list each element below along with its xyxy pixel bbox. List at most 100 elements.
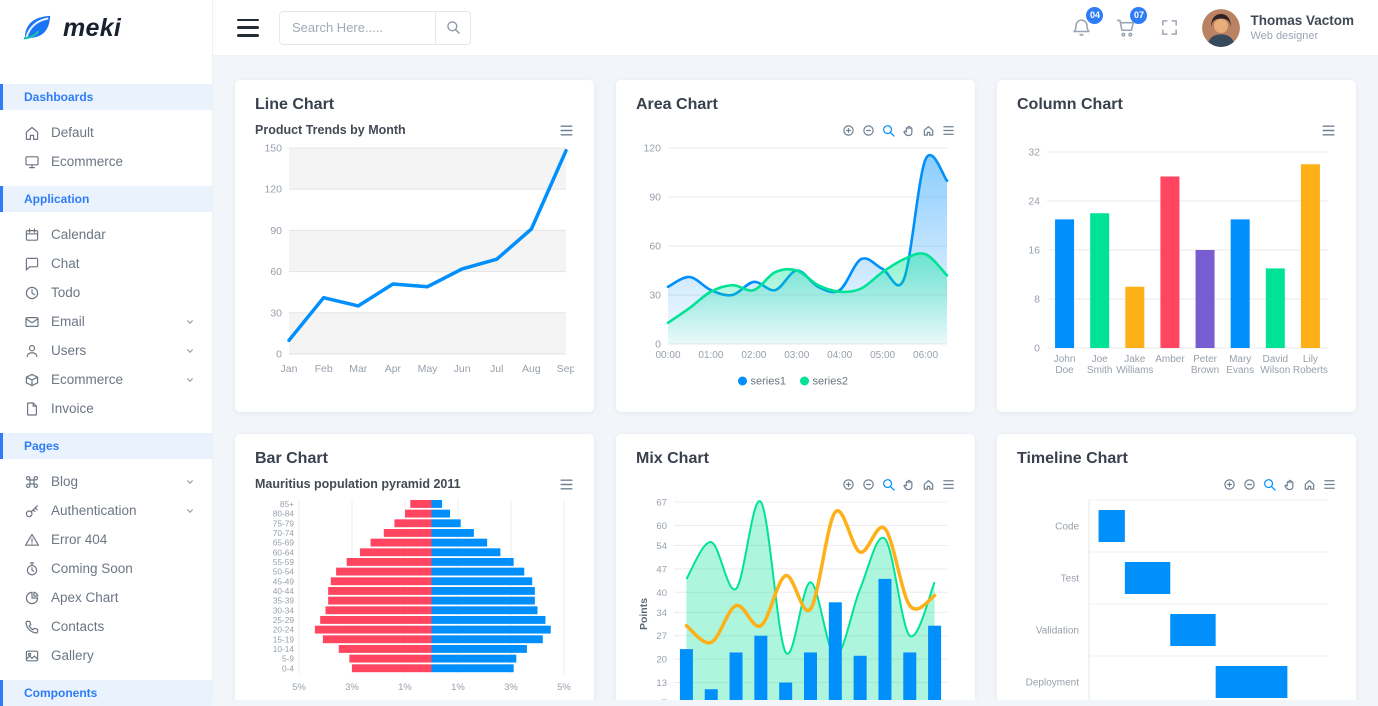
user-info[interactable]: Thomas Vactom Web designer bbox=[1250, 12, 1354, 44]
sidebar-item-blog[interactable]: Blog bbox=[0, 467, 212, 496]
pan-icon[interactable] bbox=[1283, 478, 1296, 491]
menu-icon[interactable] bbox=[942, 124, 955, 137]
sidebar-item-email[interactable]: Email bbox=[0, 307, 212, 336]
sidebar-item-label: Calendar bbox=[51, 227, 106, 242]
sidebar-item-authentication[interactable]: Authentication bbox=[0, 496, 212, 525]
image-icon bbox=[25, 650, 39, 661]
user-name: Thomas Vactom bbox=[1250, 12, 1354, 28]
svg-text:3%: 3% bbox=[504, 682, 518, 693]
pan-icon[interactable] bbox=[902, 478, 915, 491]
area-chart-canvas[interactable]: 0 30 60 90 120 00:00 01:00 02:00 03:00 04:00 05:00… bbox=[636, 142, 955, 388]
svg-text:45-49: 45-49 bbox=[273, 576, 295, 586]
svg-text:25-29: 25-29 bbox=[273, 615, 295, 625]
svg-text:David: David bbox=[1263, 354, 1289, 365]
selection-zoom-icon[interactable] bbox=[882, 124, 895, 137]
chart-toolbar bbox=[842, 478, 955, 491]
svg-text:0: 0 bbox=[276, 349, 282, 361]
sidebar-item-ecommerce[interactable]: Ecommerce bbox=[0, 365, 212, 394]
cart-button[interactable]: 07 bbox=[1112, 6, 1148, 41]
sidebar-item-contacts[interactable]: Contacts bbox=[0, 612, 212, 641]
zoom-out-icon[interactable] bbox=[862, 124, 875, 137]
sidebar-item-coming-soon[interactable]: Coming Soon bbox=[0, 554, 212, 583]
svg-text:90: 90 bbox=[270, 225, 282, 237]
chart-container: Mauritius population pyramid 2011 85+ 80-8… bbox=[255, 472, 574, 696]
svg-text:Aug: Aug bbox=[522, 363, 541, 375]
selection-zoom-icon[interactable] bbox=[1263, 478, 1276, 491]
mail-icon bbox=[25, 316, 39, 327]
fullscreen-button[interactable] bbox=[1156, 15, 1182, 41]
sidebar-item-label: Ecommerce bbox=[51, 372, 124, 387]
sidebar-item-label: Chat bbox=[51, 256, 80, 271]
card-bar-chart: Bar Chart Mauritius population pyramid 20… bbox=[235, 434, 594, 700]
svg-text:20-24: 20-24 bbox=[273, 625, 295, 635]
svg-text:05:00: 05:00 bbox=[870, 350, 895, 361]
svg-text:15-19: 15-19 bbox=[273, 634, 295, 644]
sidebar-item-chat[interactable]: Chat bbox=[0, 249, 212, 278]
svg-text:Code: Code bbox=[1055, 522, 1079, 533]
menu-icon[interactable] bbox=[559, 123, 574, 138]
menu-icon[interactable] bbox=[559, 477, 574, 492]
calendar-icon bbox=[25, 227, 39, 241]
chevron-down-icon bbox=[187, 377, 193, 382]
svg-text:John: John bbox=[1054, 354, 1076, 365]
card-timeline-chart: Timeline Chart Code Test Validation Deployme… bbox=[997, 434, 1356, 700]
svg-text:60: 60 bbox=[649, 241, 661, 253]
sidebar-item-default[interactable]: Default bbox=[0, 118, 212, 147]
avatar[interactable] bbox=[1202, 8, 1241, 47]
line-chart-canvas[interactable]: 0 30 60 90 120 150 Jan Feb Mar Apr May Jun Jul Aug Sep bbox=[255, 142, 574, 380]
card-title: Column Chart bbox=[1017, 96, 1123, 113]
sidebar-item-apex-chart[interactable]: Apex Chart bbox=[0, 583, 212, 612]
svg-text:24: 24 bbox=[1028, 196, 1040, 208]
home-icon[interactable] bbox=[922, 478, 935, 491]
home-icon[interactable] bbox=[1303, 478, 1316, 491]
search-input[interactable] bbox=[279, 10, 435, 45]
svg-text:75-79: 75-79 bbox=[273, 518, 295, 528]
svg-text:series1: series1 bbox=[751, 376, 786, 388]
menu-icon[interactable] bbox=[1321, 123, 1336, 138]
sidebar-section-application: Application bbox=[0, 186, 212, 212]
timeline-chart-canvas[interactable]: Code Test Validation Deployment bbox=[1017, 496, 1336, 700]
sidebar-item-invoice[interactable]: Invoice bbox=[0, 394, 212, 423]
sidebar-item-error-404[interactable]: Error 404 bbox=[0, 525, 212, 554]
menu-toggle-button[interactable] bbox=[237, 18, 259, 37]
zoom-out-icon[interactable] bbox=[862, 478, 875, 491]
svg-text:Roberts: Roberts bbox=[1293, 365, 1328, 376]
menu-icon[interactable] bbox=[1323, 478, 1336, 491]
zoom-out-icon[interactable] bbox=[1243, 478, 1256, 491]
sidebar-item-todo[interactable]: Todo bbox=[0, 278, 212, 307]
svg-text:120: 120 bbox=[643, 143, 661, 155]
sidebar-item-gallery[interactable]: Gallery bbox=[0, 641, 212, 670]
svg-text:Mary: Mary bbox=[1229, 354, 1251, 365]
sidebar-item-calendar[interactable]: Calendar bbox=[0, 220, 212, 249]
card-title: Timeline Chart bbox=[1017, 450, 1128, 467]
sidebar-item-label: Apex Chart bbox=[51, 590, 119, 605]
pan-icon[interactable] bbox=[902, 124, 915, 137]
zoom-in-icon[interactable] bbox=[1223, 478, 1236, 491]
svg-text:Brown: Brown bbox=[1191, 365, 1219, 376]
svg-text:90: 90 bbox=[649, 192, 661, 204]
notifications-button[interactable]: 04 bbox=[1068, 6, 1104, 41]
svg-text:5-9: 5-9 bbox=[282, 654, 294, 664]
svg-text:5%: 5% bbox=[557, 682, 571, 693]
home-icon[interactable] bbox=[922, 124, 935, 137]
bar-chart-canvas[interactable]: 85+80-8475-7970-7465-6960-6455-5950-5445… bbox=[255, 496, 574, 696]
card-line-chart: Line Chart Product Trends by Month 0 30 60 90… bbox=[235, 80, 594, 412]
mix-chart-canvas[interactable]: 07132027344047546067Points bbox=[636, 496, 955, 700]
svg-text:3%: 3% bbox=[345, 682, 359, 693]
zoom-in-icon[interactable] bbox=[842, 478, 855, 491]
svg-text:Test: Test bbox=[1061, 574, 1080, 585]
brand-logo[interactable]: meki bbox=[0, 0, 212, 56]
search-button[interactable] bbox=[435, 10, 471, 45]
svg-text:Smith: Smith bbox=[1087, 365, 1113, 376]
sidebar-item-label: Error 404 bbox=[51, 532, 108, 547]
pie-chart-icon bbox=[25, 591, 39, 604]
search-box bbox=[279, 10, 471, 45]
svg-text:5%: 5% bbox=[292, 682, 306, 693]
menu-icon[interactable] bbox=[942, 478, 955, 491]
chart-inner-title: Mauritius population pyramid 2011 bbox=[255, 477, 461, 491]
selection-zoom-icon[interactable] bbox=[882, 478, 895, 491]
sidebar-item-ecommerce[interactable]: Ecommerce bbox=[0, 147, 212, 176]
zoom-in-icon[interactable] bbox=[842, 124, 855, 137]
sidebar-item-users[interactable]: Users bbox=[0, 336, 212, 365]
